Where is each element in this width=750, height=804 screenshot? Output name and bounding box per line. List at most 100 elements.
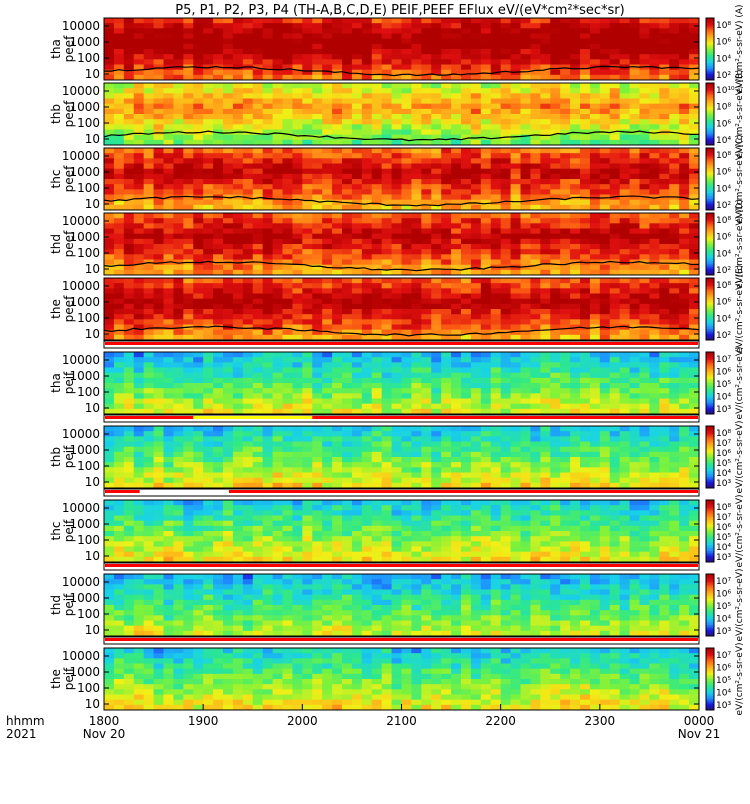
heatmap-cell — [183, 109, 193, 115]
heatmap-cell — [332, 244, 342, 250]
heatmap-cell — [253, 229, 263, 235]
heatmap-cell — [511, 93, 521, 99]
heatmap-cell — [620, 249, 630, 255]
heatmap-cell — [193, 34, 203, 40]
heatmap-cell — [511, 83, 521, 89]
heatmap-cell — [164, 213, 174, 219]
heatmap-cell — [243, 319, 253, 325]
heatmap-cell — [570, 239, 580, 245]
heatmap-cell — [679, 239, 689, 245]
heatmap-cell — [342, 254, 352, 260]
heatmap-cell — [392, 34, 402, 40]
heatmap-cell — [312, 195, 322, 201]
heatmap-cell — [104, 65, 114, 71]
heatmap-cell — [441, 319, 451, 325]
heatmap-cell — [540, 200, 550, 206]
heatmap-cell — [233, 179, 243, 185]
heatmap-cell — [173, 44, 183, 50]
heatmap-cell — [521, 299, 531, 305]
heatmap-cell — [511, 49, 521, 55]
heatmap-cell — [362, 83, 372, 89]
heatmap-cell — [263, 34, 273, 40]
heatmap-cell — [213, 393, 223, 399]
heatmap-cell — [124, 104, 134, 110]
heatmap-cell — [302, 473, 312, 479]
heatmap-cell — [144, 28, 154, 34]
heatmap-cell — [659, 244, 669, 250]
heatmap-cell — [352, 213, 362, 219]
heatmap-cell — [372, 164, 382, 170]
heatmap-cell — [213, 153, 223, 159]
heatmap-cell — [164, 179, 174, 185]
heatmap-cell — [114, 426, 124, 432]
heatmap-cell — [312, 114, 322, 120]
heatmap-cell — [491, 158, 501, 164]
heatmap-cell — [550, 119, 560, 125]
heatmap-cell — [421, 309, 431, 315]
heatmap-cell — [253, 249, 263, 255]
heatmap-cell — [521, 114, 531, 120]
heatmap-cell — [669, 244, 679, 250]
heatmap-cell — [511, 99, 521, 105]
heatmap-cell — [550, 239, 560, 245]
heatmap-cell — [213, 304, 223, 310]
heatmap-cell — [600, 88, 610, 94]
heatmap-cell — [213, 184, 223, 190]
heatmap-cell — [481, 70, 491, 76]
heatmap-cell — [421, 184, 431, 190]
heatmap-cell — [342, 304, 352, 310]
heatmap-cell — [263, 244, 273, 250]
heatmap-cell — [124, 393, 134, 399]
heatmap-cell — [283, 388, 293, 394]
heatmap-cell — [124, 119, 134, 125]
heatmap-cell — [501, 174, 511, 180]
heatmap-cell — [491, 288, 501, 294]
heatmap-cell — [213, 436, 223, 442]
heatmap-cell — [392, 288, 402, 294]
heatmap-cell — [649, 93, 659, 99]
heatmap-cell — [332, 436, 342, 442]
heatmap-cell — [154, 278, 164, 284]
colorbar-tick-label: 10¹⁰ — [716, 86, 735, 96]
heatmap-cell — [659, 288, 669, 294]
heatmap-cell — [689, 229, 699, 235]
heatmap-cell — [223, 83, 233, 89]
heatmap-cell — [362, 23, 372, 29]
heatmap-cell — [154, 299, 164, 305]
heatmap-cell — [114, 164, 124, 170]
heatmap-cell — [322, 83, 332, 89]
heatmap-cell — [273, 294, 283, 300]
heatmap-cell — [640, 399, 650, 405]
heatmap-cell — [481, 44, 491, 50]
heatmap-cell — [223, 447, 233, 453]
heatmap-cell — [193, 399, 203, 405]
heatmap-cell — [134, 229, 144, 235]
y-tick-label: 10000 — [62, 84, 100, 98]
heatmap-cell — [164, 478, 174, 484]
heatmap-cell — [253, 44, 263, 50]
heatmap-cell — [431, 229, 441, 235]
heatmap-cell — [253, 28, 263, 34]
heatmap-cell — [362, 325, 372, 331]
heatmap-cell — [203, 184, 213, 190]
heatmap-cell — [431, 99, 441, 105]
heatmap-cell — [451, 184, 461, 190]
heatmap-cell — [263, 135, 273, 141]
heatmap-cell — [590, 218, 600, 224]
heatmap-cell — [590, 265, 600, 271]
heatmap-cell — [600, 319, 610, 325]
heatmap-cell — [213, 278, 223, 284]
heatmap-cell — [689, 164, 699, 170]
heatmap-cell — [372, 299, 382, 305]
heatmap-cell — [640, 59, 650, 65]
heatmap-cell — [530, 254, 540, 260]
heatmap-cell — [649, 184, 659, 190]
heatmap-cell — [630, 383, 640, 389]
heatmap-cell — [342, 88, 352, 94]
heatmap-cell — [461, 234, 471, 240]
heatmap-cell — [481, 23, 491, 29]
heatmap-cell — [560, 249, 570, 255]
heatmap-cell — [352, 249, 362, 255]
heatmap-cell — [570, 109, 580, 115]
heatmap-cell — [134, 99, 144, 105]
